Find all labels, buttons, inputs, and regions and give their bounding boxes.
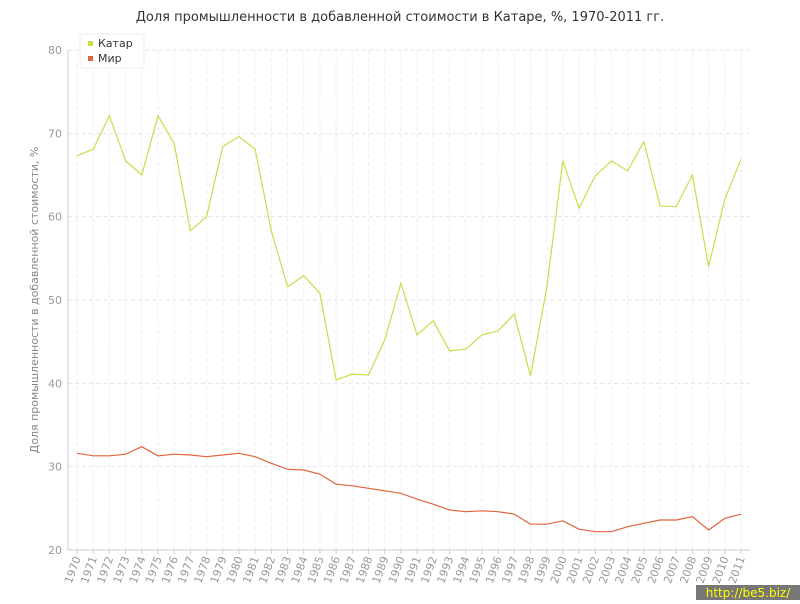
chart-title: Доля промышленности в добавленной стоимо… — [136, 10, 664, 25]
y-tick-label: 70 — [48, 127, 62, 140]
y-tick-label: 40 — [48, 377, 62, 390]
y-tick-label: 60 — [48, 211, 62, 224]
series-line — [76, 445, 742, 533]
legend-box — [79, 33, 145, 69]
legend-swatch — [88, 56, 93, 61]
legend-swatch — [88, 41, 93, 46]
legend-label: Катар — [98, 37, 133, 50]
y-tick-label: 20 — [48, 544, 62, 557]
y-tick-label: 50 — [48, 294, 62, 307]
legend-label: Мир — [98, 52, 122, 65]
watermark: http://be5.biz/ — [706, 586, 791, 600]
watermark-bg — [696, 585, 800, 600]
series-line — [76, 114, 742, 381]
y-tick-label: 30 — [48, 461, 62, 474]
y-tick-label: 80 — [48, 44, 62, 57]
y-axis-label: Доля промышленности в добавленной стоимо… — [28, 147, 41, 454]
